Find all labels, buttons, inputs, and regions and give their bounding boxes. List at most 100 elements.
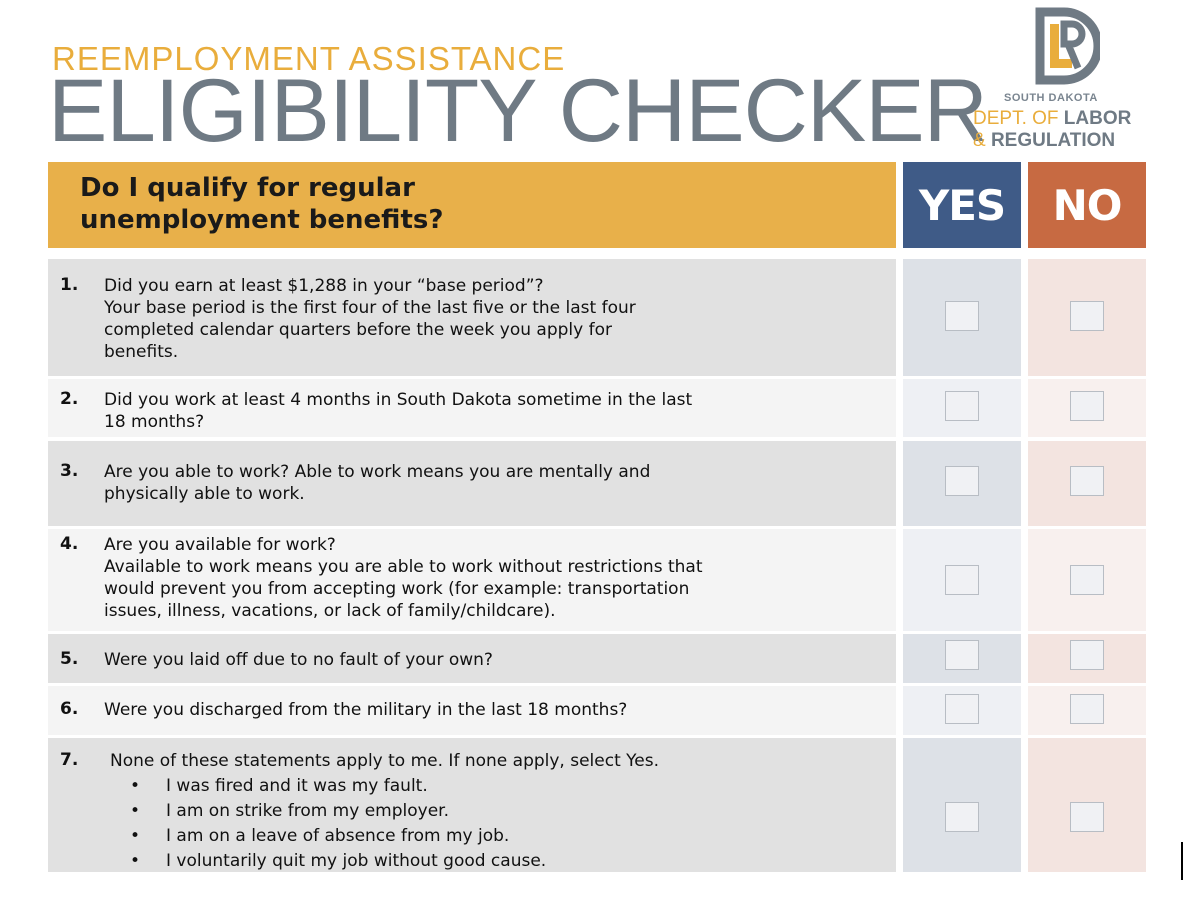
- list-item: • I am on a leave of absence from my job.: [110, 824, 890, 849]
- question-text: Are you able to work? Able to work means…: [104, 461, 884, 505]
- question-text: None of these statements apply to me. If…: [110, 750, 890, 874]
- yes-cell: [903, 529, 1021, 631]
- yes-checkbox-2[interactable]: [945, 391, 979, 421]
- yes-checkbox-5[interactable]: [945, 640, 979, 670]
- no-checkbox-7[interactable]: [1070, 802, 1104, 832]
- question-line: physically able to work.: [104, 484, 305, 504]
- question-row-5: 5. Were you laid off due to no fault of …: [48, 634, 1146, 683]
- no-checkbox-6[interactable]: [1070, 694, 1104, 724]
- question-text-cell: 3. Are you able to work? Able to work me…: [48, 441, 896, 526]
- list-item-text: I am on a leave of absence from my job.: [166, 826, 510, 846]
- question-text-cell: 7. None of these statements apply to me.…: [48, 738, 896, 878]
- question-number: 5.: [60, 649, 79, 669]
- question-line: benefits.: [104, 342, 179, 362]
- question-row-3: 3. Are you able to work? Able to work me…: [48, 441, 1146, 526]
- question-text-cell: 6. Were you discharged from the military…: [48, 686, 896, 735]
- list-item-text: I was fired and it was my fault.: [166, 776, 428, 796]
- question-line: 18 months?: [104, 412, 205, 432]
- bullet-icon: •: [130, 801, 141, 821]
- logo-regulation: REGULATION: [990, 130, 1116, 151]
- table-question-header: Do I qualify for regular unemployment be…: [48, 162, 896, 248]
- question-text-cell: 1. Did you earn at least $1,288 in your …: [48, 259, 896, 376]
- question-line: issues, illness, vacations, or lack of f…: [104, 601, 556, 621]
- bullet-icon: •: [130, 851, 141, 871]
- no-cell: [1028, 441, 1146, 526]
- question-text: Were you laid off due to no fault of you…: [104, 649, 884, 671]
- no-checkbox-4[interactable]: [1070, 565, 1104, 595]
- question-text: Are you available for work? Available to…: [104, 534, 884, 622]
- exclusion-list: • I was fired and it was my fault. • I am …: [110, 774, 890, 874]
- yes-checkbox-6[interactable]: [945, 694, 979, 724]
- no-cell: [1028, 259, 1146, 376]
- no-column-header: NO: [1028, 162, 1146, 248]
- question-header-line2: unemployment benefits?: [80, 205, 444, 235]
- no-checkbox-2[interactable]: [1070, 391, 1104, 421]
- yes-cell: [903, 686, 1021, 735]
- question-line: Were you laid off due to no fault of you…: [104, 650, 493, 670]
- question-line: Are you available for work?: [104, 535, 336, 555]
- no-checkbox-1[interactable]: [1070, 301, 1104, 331]
- question-row-6: 6. Were you discharged from the military…: [48, 686, 1146, 735]
- no-cell: [1028, 686, 1146, 735]
- question-number: 7.: [60, 750, 79, 770]
- question-line: Did you earn at least $1,288 in your “ba…: [104, 276, 544, 296]
- no-cell: [1028, 379, 1146, 437]
- list-item-text: I am on strike from my employer.: [166, 801, 449, 821]
- question-number: 3.: [60, 461, 79, 481]
- question-row-4: 4. Are you available for work? Available…: [48, 529, 1146, 631]
- question-text-cell: 4. Are you available for work? Available…: [48, 529, 896, 631]
- logo-dept-prefix: DEPT. OF: [973, 108, 1064, 129]
- yes-column-header: YES: [903, 162, 1021, 248]
- logo-state: SOUTH DAKOTA: [1004, 92, 1098, 104]
- question-text-cell: 2. Did you work at least 4 months in Sou…: [48, 379, 896, 437]
- yes-cell: [903, 738, 1021, 878]
- question-number: 2.: [60, 389, 79, 409]
- question-line: Were you discharged from the military in…: [104, 700, 628, 720]
- list-item: • I was fired and it was my fault.: [110, 774, 890, 799]
- logo-amp: &: [973, 130, 991, 151]
- logo-regulation-line: & REGULATION: [973, 130, 1115, 152]
- yes-cell: [903, 634, 1021, 683]
- question-number: 1.: [60, 275, 79, 295]
- question-row-2: 2. Did you work at least 4 months in Sou…: [48, 379, 1146, 437]
- yes-cell: [903, 379, 1021, 437]
- question-header-line1: Do I qualify for regular: [80, 173, 415, 203]
- question-text: Did you earn at least $1,288 in your “ba…: [104, 275, 884, 363]
- question-line: Are you able to work? Able to work means…: [104, 462, 651, 482]
- page-bottom-edge: [0, 872, 1184, 898]
- subtitle: REEMPLOYMENT ASSISTANCE: [52, 40, 566, 77]
- no-cell: [1028, 738, 1146, 878]
- question-line: None of these statements apply to me. If…: [110, 751, 659, 771]
- logo-labor: LABOR: [1063, 108, 1132, 129]
- yes-checkbox-3[interactable]: [945, 466, 979, 496]
- question-text: Did you work at least 4 months in South …: [104, 389, 884, 433]
- no-checkbox-5[interactable]: [1070, 640, 1104, 670]
- dlr-logo: SOUTH DAKOTA DEPT. OF LABOR & REGULATION: [970, 6, 1150, 152]
- question-number: 6.: [60, 699, 79, 719]
- question-row-7: 7. None of these statements apply to me.…: [48, 738, 1146, 878]
- no-checkbox-3[interactable]: [1070, 466, 1104, 496]
- question-row-1: 1. Did you earn at least $1,288 in your …: [48, 259, 1146, 376]
- list-item: • I voluntarily quit my job without good …: [110, 849, 890, 874]
- question-line: completed calendar quarters before the w…: [104, 320, 612, 340]
- list-item: • I am on strike from my employer.: [110, 799, 890, 824]
- text-cursor-icon: [1181, 842, 1183, 880]
- dlr-monogram-icon: [1035, 7, 1100, 85]
- question-line: Your base period is the first four of th…: [104, 298, 636, 318]
- yes-checkbox-1[interactable]: [945, 301, 979, 331]
- yes-checkbox-7[interactable]: [945, 802, 979, 832]
- bullet-icon: •: [130, 826, 141, 846]
- page-title: ELIGIBILITY CHECKER: [48, 60, 988, 160]
- logo-dept: DEPT. OF LABOR: [973, 108, 1131, 130]
- bullet-icon: •: [130, 776, 141, 796]
- yes-cell: [903, 441, 1021, 526]
- no-cell: [1028, 634, 1146, 683]
- yes-checkbox-4[interactable]: [945, 565, 979, 595]
- question-line: Available to work means you are able to …: [104, 557, 703, 577]
- question-text-cell: 5. Were you laid off due to no fault of …: [48, 634, 896, 683]
- question-number: 4.: [60, 534, 79, 554]
- question-line: would prevent you from accepting work (f…: [104, 579, 690, 599]
- no-cell: [1028, 529, 1146, 631]
- list-item-text: I voluntarily quit my job without good c…: [166, 851, 547, 871]
